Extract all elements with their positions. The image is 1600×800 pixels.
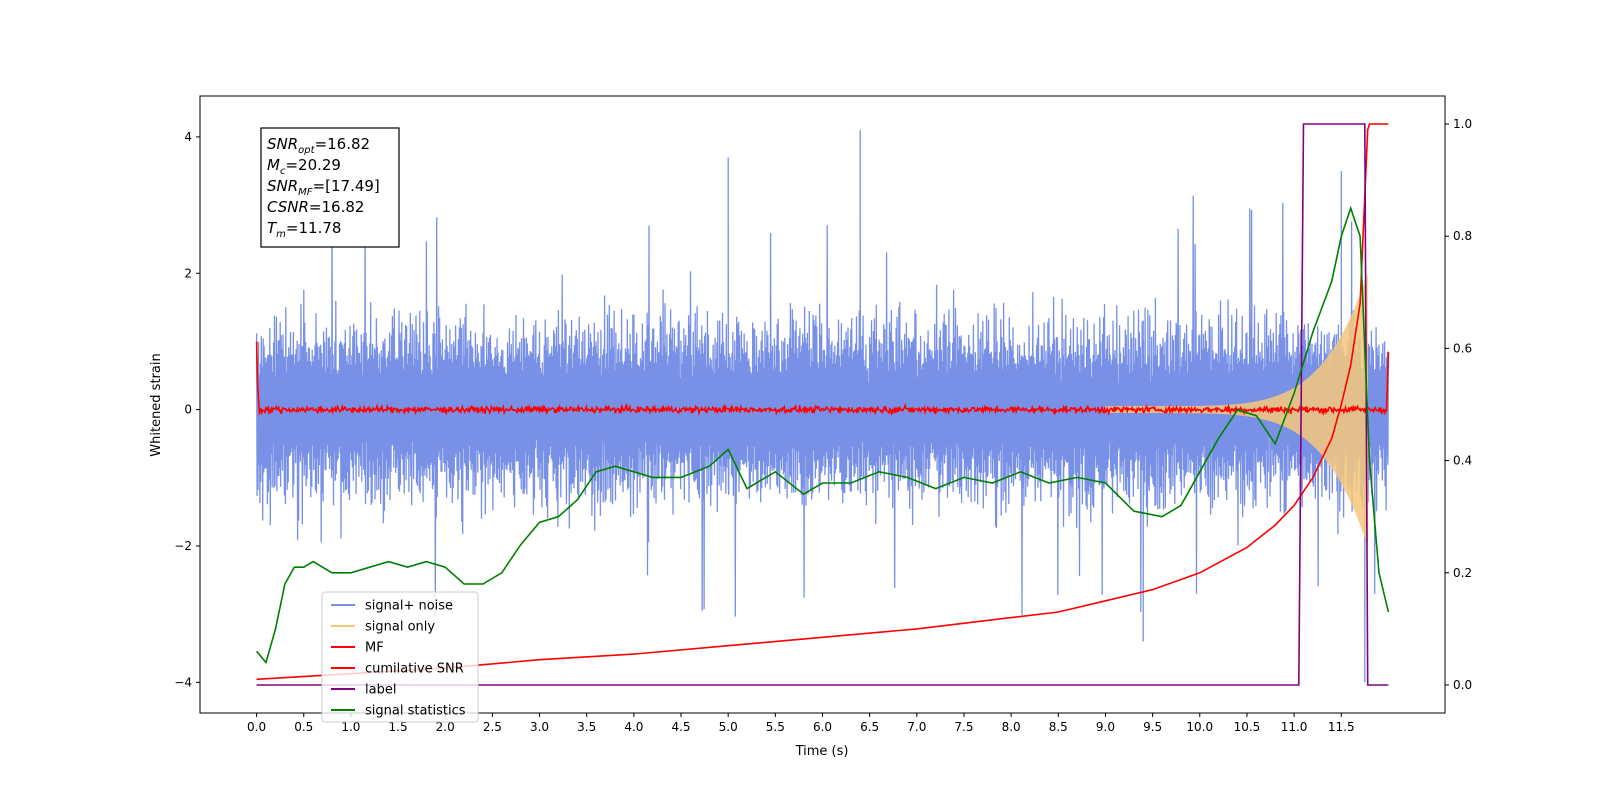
y-tick-label: 2 xyxy=(184,266,192,280)
y2-tick-label: 0.4 xyxy=(1453,454,1472,468)
series-layer xyxy=(255,123,1390,686)
series-cumulative-snr xyxy=(256,123,1389,681)
x-tick-label: 11.0 xyxy=(1281,720,1308,734)
y2-tick-label: 0.0 xyxy=(1453,678,1472,692)
series-label xyxy=(256,123,1389,686)
x-tick-label: 8.0 xyxy=(1002,720,1021,734)
x-tick-label: 1.0 xyxy=(341,720,360,734)
legend-label: cumilative SNR xyxy=(365,662,464,677)
y2-tick-label: 0.6 xyxy=(1453,341,1472,355)
x-tick-label: 5.5 xyxy=(766,720,785,734)
series-mf xyxy=(255,341,1390,417)
x-tick-label: 10.5 xyxy=(1234,720,1261,734)
x-tick-label: 10.0 xyxy=(1186,720,1213,734)
legend-label: signal only xyxy=(365,620,435,635)
y-tick-label: −4 xyxy=(174,675,192,689)
x-tick-label: 9.5 xyxy=(1143,720,1162,734)
y2-tick-label: 1.0 xyxy=(1453,117,1472,131)
x-tick-label: 7.5 xyxy=(954,720,973,734)
x-tick-label: 2.0 xyxy=(436,720,455,734)
x-tick-label: 4.0 xyxy=(624,720,643,734)
legend: signal+ noise signal only MF cumilative SNR… xyxy=(321,591,479,723)
legend-label: label xyxy=(365,683,396,698)
annotation-line: Mc=20.29 xyxy=(267,156,341,177)
series-signal-noise xyxy=(255,130,1390,683)
x-tick-label: 0.0 xyxy=(247,720,266,734)
legend-frame xyxy=(321,591,479,723)
x-tick-label: 1.5 xyxy=(389,720,408,734)
legend-label: signal statistics xyxy=(365,704,466,719)
legend-label: signal+ noise xyxy=(365,599,453,614)
y2-tick-label: 0.2 xyxy=(1453,566,1472,580)
x-tick-label: 0.5 xyxy=(294,720,313,734)
annotation-line: SNRMF=[17.49] xyxy=(267,177,380,198)
x-tick-label: 8.5 xyxy=(1049,720,1068,734)
annotation-frame xyxy=(260,127,400,248)
x-tick-label: 7.0 xyxy=(907,720,926,734)
x-tick-label: 6.5 xyxy=(860,720,879,734)
y2-tick-label: 0.8 xyxy=(1453,229,1472,243)
annotation-line: Tm=11.78 xyxy=(267,219,341,240)
y-axis-label: Whitened strain xyxy=(149,353,164,456)
y-tick-label: 0 xyxy=(184,403,192,417)
x-tick-label: 11.5 xyxy=(1328,720,1355,734)
x-tick-label: 9.0 xyxy=(1096,720,1115,734)
x-axis: 0.0 0.5 1.0 1.5 2.0 2.5 3.0 3.5 4.0 4.5 5.0 5.5 6.0 6… xyxy=(247,713,1355,734)
y-axis-right: 1.0 0.8 0.6 0.4 0.2 0.0 xyxy=(1445,117,1472,692)
x-tick-label: 4.5 xyxy=(671,720,690,734)
annotation-line: CSNR=16.82 xyxy=(267,198,364,216)
x-tick-label: 6.0 xyxy=(813,720,832,734)
legend-label: MF xyxy=(365,641,384,656)
x-tick-label: 5.0 xyxy=(719,720,738,734)
y-axis-left: 4 2 0 −2 −4 xyxy=(174,130,200,689)
y-tick-label: −2 xyxy=(174,539,192,553)
annotation-line: SNRopt=16.82 xyxy=(267,135,370,156)
x-axis-label: Time (s) xyxy=(795,744,849,759)
x-tick-label: 2.5 xyxy=(483,720,502,734)
x-tick-label: 3.0 xyxy=(530,720,549,734)
stats-annotation-box: SNRopt=16.82Mc=20.29SNRMF=[17.49]CSNR=16… xyxy=(260,127,400,248)
y-tick-label: 4 xyxy=(184,130,192,144)
series-signal-statistics xyxy=(255,205,1390,665)
x-tick-label: 3.5 xyxy=(577,720,596,734)
